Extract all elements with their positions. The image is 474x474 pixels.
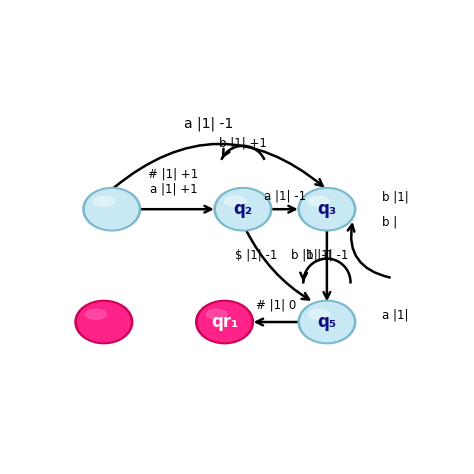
Ellipse shape xyxy=(75,301,133,344)
Ellipse shape xyxy=(85,309,107,319)
Ellipse shape xyxy=(83,188,141,231)
Ellipse shape xyxy=(217,190,269,229)
Ellipse shape xyxy=(301,190,353,229)
Ellipse shape xyxy=(301,302,353,342)
Ellipse shape xyxy=(309,309,329,319)
Text: a |1| -1: a |1| -1 xyxy=(184,117,233,131)
Text: q₃: q₃ xyxy=(317,200,337,218)
Ellipse shape xyxy=(298,188,356,231)
Text: q₅: q₅ xyxy=(317,313,337,331)
Ellipse shape xyxy=(309,196,329,206)
Ellipse shape xyxy=(93,196,114,206)
Text: b |1| -1: b |1| -1 xyxy=(306,249,348,262)
Text: q₂: q₂ xyxy=(233,200,253,218)
Text: b |1| +1: b |1| +1 xyxy=(219,137,267,150)
Text: a |1|: a |1| xyxy=(382,309,409,322)
Ellipse shape xyxy=(78,302,130,342)
Ellipse shape xyxy=(206,309,227,319)
Ellipse shape xyxy=(85,190,138,229)
Text: qr₁: qr₁ xyxy=(211,313,238,331)
Text: b |: b | xyxy=(382,216,397,229)
Ellipse shape xyxy=(196,301,254,344)
Ellipse shape xyxy=(198,302,251,342)
Text: $ |1| -1: $ |1| -1 xyxy=(235,249,277,262)
Text: b |1|: b |1| xyxy=(382,191,409,204)
Text: # |1| 0: # |1| 0 xyxy=(255,299,296,311)
Ellipse shape xyxy=(225,196,246,206)
Text: b |1| -1: b |1| -1 xyxy=(291,249,334,262)
Ellipse shape xyxy=(298,301,356,344)
Text: a |1| -1: a |1| -1 xyxy=(264,190,306,202)
Ellipse shape xyxy=(214,188,272,231)
Text: # |1| +1
a |1| +1: # |1| +1 a |1| +1 xyxy=(148,168,199,196)
